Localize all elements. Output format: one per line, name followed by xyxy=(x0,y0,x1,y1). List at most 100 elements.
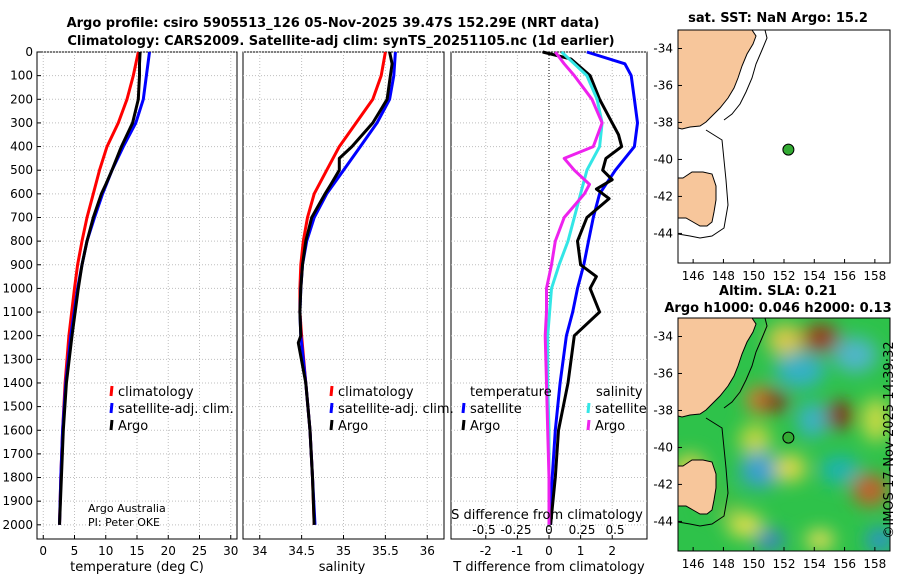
legend-climatology: climatology xyxy=(338,385,414,400)
temperature-legend: climatology satellite-adj. clim. Argo xyxy=(109,385,234,434)
legend-sal-satellite: satellite xyxy=(595,402,647,417)
map-y-tick-label: -42 xyxy=(653,189,673,203)
y-tick-label: 400 xyxy=(10,140,33,154)
legend-temp-satellite-swatch xyxy=(461,402,466,414)
tasmania xyxy=(678,459,717,515)
shelf-contour xyxy=(723,318,768,409)
legend-satellite-swatch xyxy=(109,402,114,414)
y-tick-label: 1900 xyxy=(2,494,33,508)
legend-sal-argo-swatch xyxy=(586,419,591,431)
y-tick-label: 1000 xyxy=(2,281,33,295)
map-x-tick-label: 148 xyxy=(712,557,735,571)
map-y-tick-label: -34 xyxy=(653,41,673,55)
map-x-tick-label: 156 xyxy=(833,269,856,283)
map-x-tick-label: 158 xyxy=(863,557,886,571)
map-y-tick-label: -36 xyxy=(653,366,673,380)
legend-salinity: salinity xyxy=(596,385,643,400)
map-x-tick-label: 146 xyxy=(682,557,705,571)
map-x-tick-label: 146 xyxy=(682,269,705,283)
map-y-tick-label: -38 xyxy=(653,115,673,129)
difference-x2label: S difference from climatology xyxy=(451,508,643,523)
map-x-tick-label: 158 xyxy=(863,269,886,283)
map-x-tick-label: 152 xyxy=(773,269,796,283)
credit-line-2: PI: Peter OKE xyxy=(88,516,160,529)
argo-float-marker xyxy=(782,431,795,444)
y-tick-label: 1600 xyxy=(2,423,33,437)
x-tick-label: 0 xyxy=(39,544,47,558)
y-tick-label: 0 xyxy=(25,45,33,59)
map-x-tick-label: 154 xyxy=(803,557,826,571)
sst-map: sat. SST: NaN Argo: 15.2 -34 -36 -38 -40 -42… xyxy=(653,11,891,283)
x-tick-label: 20 xyxy=(161,544,176,558)
legend-sal-satellite-swatch xyxy=(586,402,591,414)
map-y-tick-label: -40 xyxy=(653,152,673,166)
tasmania xyxy=(678,171,717,227)
legend-temp-argo-swatch xyxy=(461,419,466,431)
mainland-australia xyxy=(678,318,757,418)
map-y-tick-label: -34 xyxy=(653,329,673,343)
sla-anomaly-field xyxy=(678,324,890,551)
legend-temperature: temperature xyxy=(470,385,552,400)
x-tick-label: 10 xyxy=(98,544,113,558)
legend-argo: Argo xyxy=(118,419,148,434)
title-line-1: Argo profile: csiro 5905513_126 05-Nov-2… xyxy=(67,16,600,31)
legend-sal-argo: Argo xyxy=(595,419,625,434)
map-y-tick-label: -42 xyxy=(653,477,673,491)
legend-temp-argo: Argo xyxy=(470,419,500,434)
map-y-tick-label: -36 xyxy=(653,78,673,92)
title-line-2: Climatology: CARS2009. Satellite-adj cli… xyxy=(67,34,614,49)
legend-argo: Argo xyxy=(338,419,368,434)
y-tick-label: 1400 xyxy=(2,376,33,390)
argo-float-marker xyxy=(782,143,795,156)
map-x-tick-label: 154 xyxy=(803,269,826,283)
x-tick-label: 2 xyxy=(608,544,616,558)
series-argo xyxy=(296,51,394,525)
temperature-xlabel: temperature (deg C) xyxy=(70,560,204,575)
temperature-panel: 0100200300400500600700800900100011001200… xyxy=(2,45,238,575)
y-tick-label: 600 xyxy=(10,187,33,201)
map-y-tick-label: -38 xyxy=(653,403,673,417)
x2tick: 0 xyxy=(545,523,553,537)
x-tick-label: 35 xyxy=(336,544,351,558)
series-argo xyxy=(58,51,142,525)
tasmania-contour xyxy=(678,417,729,527)
x-tick-label: 34.5 xyxy=(288,544,315,558)
y-tick-label: 500 xyxy=(10,163,33,177)
y-tick-label: 900 xyxy=(10,258,33,272)
sla-map-subtitle: Altim. SLA: 0.21 xyxy=(719,284,837,299)
legend-satellite: satellite-adj. clim. xyxy=(118,402,234,417)
imos-watermark: ©IMOS 17-Nov-2025 14:39:32 xyxy=(882,341,897,538)
x-tick-label: 1 xyxy=(577,544,585,558)
y-tick-label: 1500 xyxy=(2,400,33,414)
y-tick-label: 200 xyxy=(10,92,33,106)
legend-satellite: satellite-adj. clim. xyxy=(338,402,454,417)
map-y-tick-label: -40 xyxy=(653,440,673,454)
x-tick-label: 0 xyxy=(545,544,553,558)
mainland-australia xyxy=(678,30,757,130)
salinity-panel: 34 34.5 35 35.5 36 salinity climatology sate… xyxy=(242,51,454,575)
map-x-tick-label: 150 xyxy=(742,557,765,571)
shelf-contour xyxy=(723,30,768,121)
map-y-tick-label: -44 xyxy=(653,514,673,528)
x-tick-label: -1 xyxy=(511,544,523,558)
x-tick-label: 35.5 xyxy=(372,544,399,558)
difference-panel: -2 -1 0 1 2 T difference from climatology S … xyxy=(450,50,648,575)
x-tick-label: 30 xyxy=(223,544,238,558)
x-tick-label: 15 xyxy=(129,544,144,558)
legend-argo-swatch xyxy=(329,419,334,431)
map-x-tick-label: 156 xyxy=(833,557,856,571)
y-tick-label: 1800 xyxy=(2,471,33,485)
y-tick-label: 1300 xyxy=(2,352,33,366)
salinity-xlabel: salinity xyxy=(319,560,366,575)
y-tick-label: 1700 xyxy=(2,447,33,461)
map-x-tick-label: 152 xyxy=(773,557,796,571)
x-tick-label: 25 xyxy=(192,544,207,558)
legend-satellite-swatch xyxy=(329,402,334,414)
x-tick-label: -2 xyxy=(480,544,492,558)
difference-legend: temperature satellite Argo salinity sate… xyxy=(461,385,647,434)
map-x-tick-label: 148 xyxy=(712,269,735,283)
legend-climatology-swatch xyxy=(109,385,114,397)
x2tick: 0.5 xyxy=(605,523,624,537)
y-tick-label: 100 xyxy=(10,69,33,83)
